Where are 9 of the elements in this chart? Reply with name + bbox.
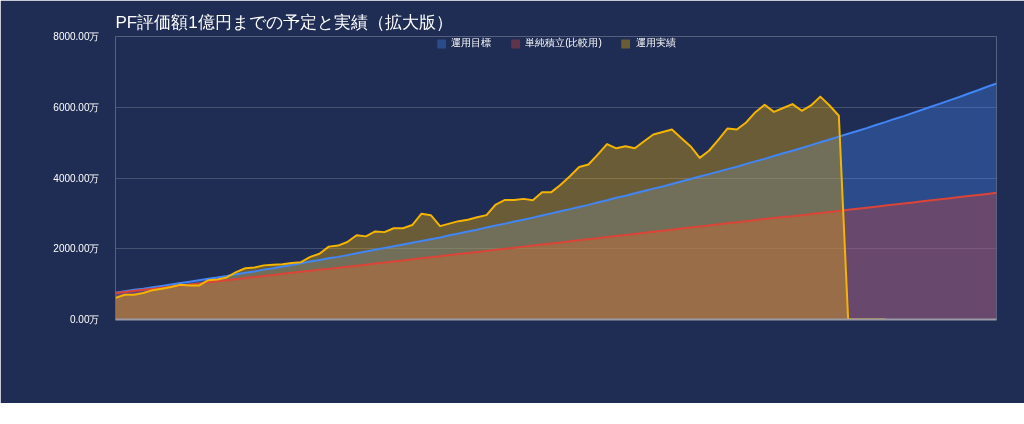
legend-label: 運用目標: [451, 36, 492, 50]
y-tick-label: 4000.00万: [53, 172, 100, 184]
legend-label: 単純積立(比較用): [525, 36, 602, 50]
y-tick-label: 6000.00万: [53, 101, 100, 113]
y-tick-label: 8000.00万: [53, 31, 100, 42]
legend-label: 運用実績: [635, 36, 676, 50]
chart-title: PF評価額1億円までの予定と実績（拡大版）: [115, 12, 453, 32]
y-tick-label: 0.00万: [70, 314, 100, 325]
y-tick-label: 2000.00万: [53, 243, 100, 255]
